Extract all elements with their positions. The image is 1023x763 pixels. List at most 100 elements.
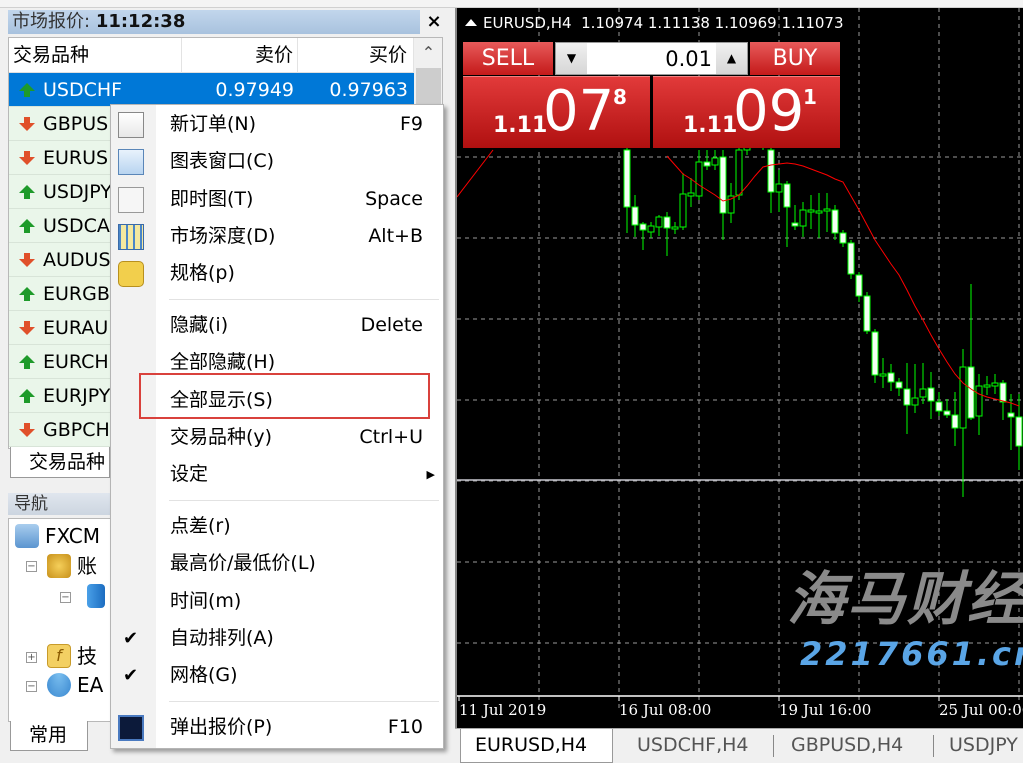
menu-item-9[interactable]: 交易品种(y) Ctrl+U [111,419,443,456]
column-symbol[interactable]: 交易品种 [9,38,182,73]
tree-item-ea[interactable]: EA [47,672,103,698]
menu-item-label: 设定 [170,463,209,486]
bull-candle [959,366,967,429]
bull-candle [711,157,719,166]
tab-common[interactable]: 常用 [10,721,88,751]
menu-item-11[interactable]: 点差(r) [111,508,443,545]
chart-window[interactable]: EURUSD,H4 1.10974 1.11138 1.10969 1.1107… [455,8,1023,728]
column-ask[interactable]: 买价 [298,38,414,73]
tree-item-server[interactable] [87,583,105,609]
close-icon[interactable]: × [426,11,442,32]
bear-candle [767,149,775,193]
menu-item-4[interactable]: 市场深度(D) Alt+B [111,218,443,255]
symbol-name: AUDUSD [43,249,126,271]
column-bid[interactable]: 卖价 [182,38,298,73]
bear-candle [703,161,711,167]
bull-candle [975,385,983,417]
arrow-up-icon [19,82,35,97]
sell-price-button[interactable]: 1.11 07 8 [463,76,650,148]
menu-separator [169,299,439,301]
highlight-box [139,373,430,419]
bull-candle [799,209,807,227]
menu-item-label: 图表窗口(C) [170,150,275,173]
chart-tabs: EURUSD,H4 USDCHF,H4 GBPUSD,H4 USDJPY [455,728,1023,763]
table-row[interactable]: USDCHF 0.97949 0.97963 [9,73,414,107]
market-watch-label: 市场报价: [12,11,91,32]
menu-separator [169,500,439,502]
bear-candle [1007,412,1015,418]
tree-item-fxcm[interactable]: FXCM [15,523,100,549]
tab-symbols[interactable]: 交易品种 [10,447,110,478]
bid-cell: 0.97949 [215,79,294,101]
bull-candle [911,397,919,406]
menu-item-7[interactable]: 全部隐藏(H) [111,344,443,381]
bull-candle [775,183,783,193]
symbol-cell: USDCHF [9,73,182,106]
tree-label: 技 [77,644,97,668]
submenu-arrow-icon: ▶ [426,468,435,482]
tree-item-accounts[interactable]: 账 [47,553,97,579]
market-watch-title: 市场报价: 11:12:38 [8,10,420,34]
bear-candle [887,372,895,383]
lot-input[interactable] [587,43,716,74]
sell-button[interactable]: SELL [463,42,553,75]
menu-item-8[interactable]: 全部显示(S) [111,382,443,419]
lot-decrease-icon[interactable]: ▼ [556,43,587,74]
menu-item-label: 隐藏(i) [170,314,229,337]
bear-candle [951,414,959,429]
sell-price-prefix: 1.11 [493,113,548,138]
menu-item-10[interactable]: 设定 ▶ [111,456,443,493]
bear-candle [839,232,847,244]
menu-item-15[interactable]: ✔ 网格(G) [111,657,443,694]
scroll-thumb[interactable] [416,68,441,108]
symbol-name: EURCHF [43,351,120,373]
arrow-up-icon [19,388,35,403]
menu-item-label: 即时图(T) [170,187,254,210]
bull-candle [727,195,735,214]
symbol-name: EURUSD [43,147,123,169]
symbol-cell: AUDUSD [9,243,182,276]
tab-eurusd-h4[interactable]: EURUSD,H4 [460,729,613,763]
arrow-down-icon [19,116,35,131]
bear-candle [855,274,863,297]
menu-item-3[interactable]: 即时图(T) Space [111,181,443,218]
menu-item-12[interactable]: 最高价/最低价(L) [111,545,443,582]
menu-item-label: 全部显示(S) [170,388,273,411]
menu-item-5[interactable]: 规格(p) [111,255,443,292]
collapse-icon[interactable]: − [26,561,37,572]
menu-item-label: 弹出报价(P) [170,716,273,739]
menu-item-2[interactable]: 图表窗口(C) [111,143,443,180]
moving-average-line [666,155,1020,407]
symbol-cell: EURAUD [9,311,182,344]
symbol-name: EURGBP [43,283,122,305]
bull-candle [815,210,823,214]
menu-item-shortcut: Ctrl+U [359,425,423,448]
arrow-up-icon [19,286,35,301]
tab-usdjpy[interactable]: USDJPY [949,734,1018,756]
menu-item-14[interactable]: ✔ 自动排列(A) [111,620,443,657]
collapse-icon[interactable]: − [26,681,37,692]
expand-icon[interactable]: + [26,652,37,663]
arrow-up-icon [19,218,35,233]
symbol-cell: USDCAD [9,209,182,242]
symbol-name: USDJPY [43,181,112,203]
watermark-logo: 海马财经 [787,565,1023,633]
menu-item-label: 新订单(N) [170,113,257,135]
collapse-icon[interactable]: − [60,592,71,603]
menu-item-1[interactable]: 新订单(N) F9 [111,106,443,143]
bear-candle [927,387,935,402]
menu-item-label: 全部隐藏(H) [170,351,276,374]
buy-price-button[interactable]: 1.11 09 1 [653,76,840,148]
tree-label: 账 [77,554,97,578]
menu-item-6[interactable]: 隐藏(i) Delete [111,307,443,344]
tab-gbpusd-h4[interactable]: GBPUSD,H4 [791,734,904,756]
collapse-panel-icon[interactable] [465,19,477,26]
bull-candle [735,149,743,196]
menu-item-16[interactable]: 弹出报价(P) F10 [111,709,443,746]
tab-usdchf-h4[interactable]: USDCHF,H4 [637,734,749,756]
buy-button[interactable]: BUY [750,42,840,75]
scroll-up-icon[interactable]: ⌃ [421,43,436,62]
lot-increase-icon[interactable]: ▲ [716,43,747,74]
menu-item-13[interactable]: 时间(m) [111,583,443,620]
